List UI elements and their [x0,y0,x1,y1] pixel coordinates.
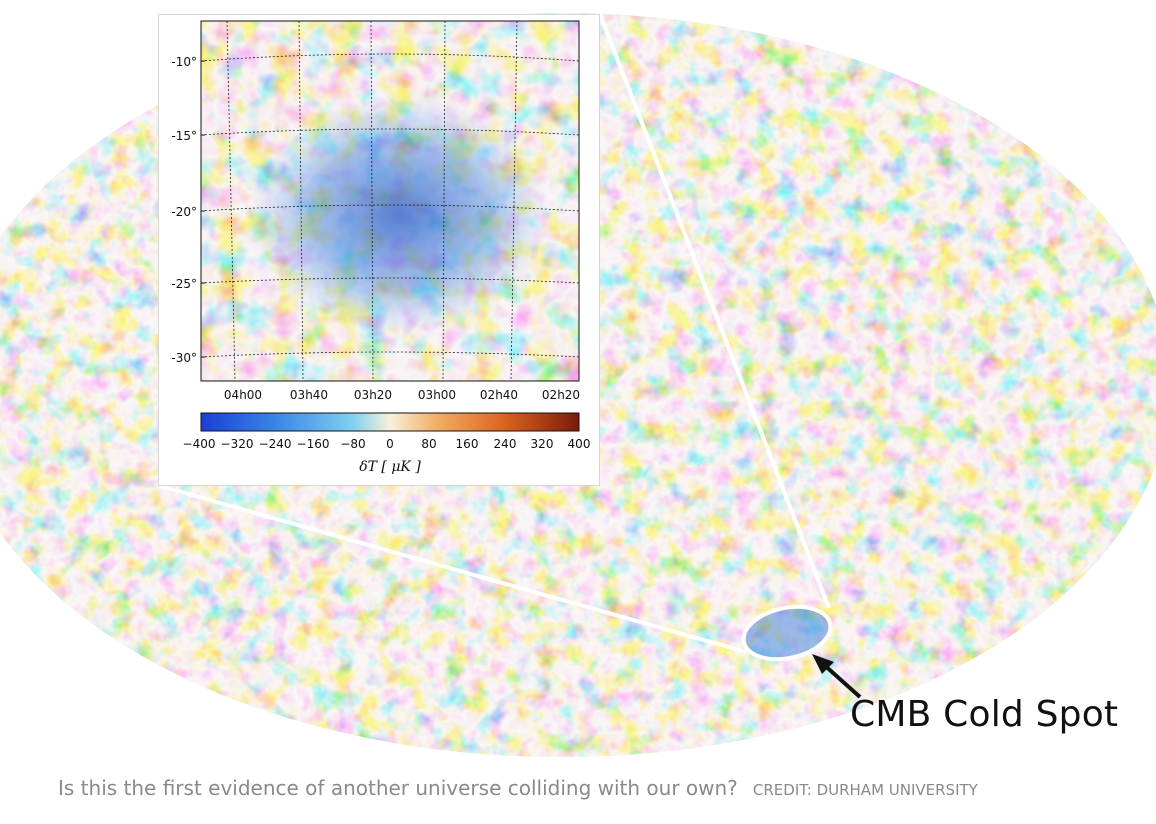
caption-credit: CREDIT: DURHAM UNIVERSITY [752,781,978,799]
zoom-line-top [598,13,831,609]
colorbar-tick-label: −80 [340,437,365,451]
colorbar-tick-label: 400 [568,437,591,451]
colorbar-ticks: −400 −320 −240 −160 −80 0 80 160 240 320… [183,437,591,451]
colorbar-tick-label: −400 [183,437,216,451]
x-tick-label: 03h00 [418,388,456,402]
colorbar-tick-label: −320 [221,437,254,451]
x-axis-ticks: 04h00 03h40 03h20 03h00 02h40 02h20 [224,388,580,402]
colorbar-tick-label: −160 [297,437,330,451]
x-tick-label: 02h20 [542,388,580,402]
y-tick-label: -15° [171,129,197,143]
y-axis-ticks: -10° -15° -20° -25° -30° [171,55,205,365]
y-tick-label: -10° [171,55,197,69]
y-tick-label: -30° [171,351,197,365]
image-caption: Is this the first evidence of another un… [58,776,978,800]
y-tick-label: -25° [171,277,197,291]
inset-map [201,21,579,381]
cold-spot-label: CMB Cold Spot [850,694,1119,735]
colorbar-tick-label: 240 [494,437,517,451]
x-tick-label: 03h20 [354,388,392,402]
caption-text: Is this the first evidence of another un… [58,776,738,800]
x-tick-label: 03h40 [290,388,328,402]
colorbar [200,412,580,432]
colorbar-tick-label: 80 [421,437,436,451]
y-tick-label: -20° [171,205,197,219]
x-tick-label: 02h40 [480,388,518,402]
cold-spot-ellipse [741,604,833,662]
x-tick-label: 04h00 [224,388,262,402]
callout-arrow [820,661,862,699]
zoom-inset: -10° -15° -20° -25° -30° 04h00 03h40 03h… [158,14,600,486]
colorbar-tick-label: 320 [531,437,554,451]
colorbar-tick-label: −240 [259,437,292,451]
colorbar-tick-label: 0 [386,437,394,451]
arrow-head-icon [812,654,834,674]
colorbar-label: δT [ μK ] [359,459,421,475]
colorbar-tick-label: 160 [456,437,479,451]
zoom-line-bottom [159,484,747,654]
